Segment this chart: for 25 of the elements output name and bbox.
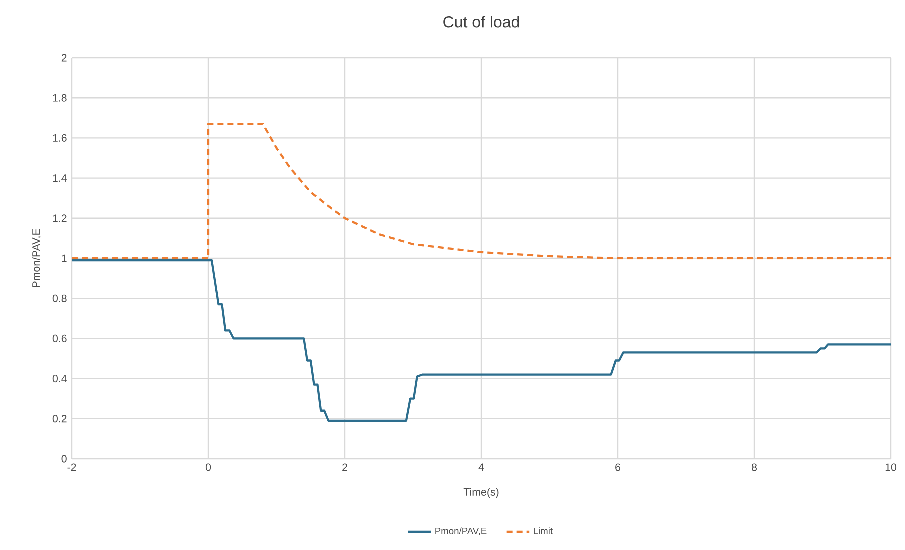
y-tick-label: 0 (62, 455, 67, 463)
x-tick-label: 6 (616, 464, 620, 472)
y-tick-label: 1.8 (53, 94, 67, 102)
y-axis-title: Pmon/PAV,E (32, 229, 42, 288)
legend-label: Limit (534, 528, 553, 534)
legend-label: Pmon/PAV,E (436, 528, 487, 536)
chart-title: Cut of load (444, 16, 520, 28)
y-tick-label: 0.4 (52, 375, 67, 383)
y-tick-label: 0.8 (52, 294, 67, 302)
x-tick-label: 8 (752, 464, 757, 472)
x-tick-label: 4 (478, 464, 484, 472)
y-tick-label: 2 (62, 54, 67, 62)
x-tick-label: 2 (342, 464, 348, 472)
line-series (72, 259, 892, 422)
x-tick-label: 10 (886, 464, 897, 472)
y-tick-label: 1.2 (53, 214, 67, 222)
line-series (72, 123, 892, 260)
y-tick-label: 1 (62, 254, 67, 262)
y-tick-label: 0.2 (52, 415, 67, 423)
y-tick-label: 1.4 (53, 174, 67, 182)
y-tick-label: 0.6 (52, 334, 67, 342)
x-tick-label: -2 (68, 464, 76, 472)
x-tick-label: 0 (206, 464, 212, 472)
y-tick-label: 1.6 (53, 134, 67, 142)
x-axis-title: Time(s) (464, 488, 499, 498)
